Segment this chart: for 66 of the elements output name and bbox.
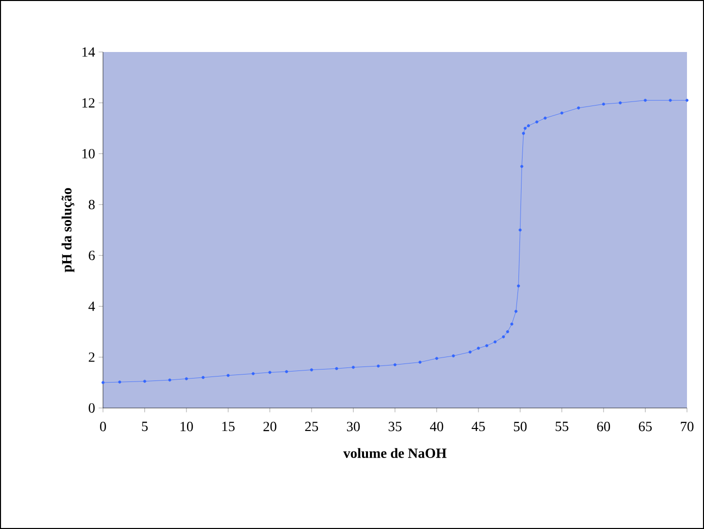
point [510,322,514,326]
x-tick-label: 10 [180,422,193,432]
x-tick-label: 65 [638,422,652,432]
x-tick-label: 55 [556,422,568,432]
point [685,98,688,102]
point [526,124,530,128]
y-tick-label: 12 [82,98,94,108]
y-tick-label: 14 [82,47,95,57]
point [618,101,622,104]
x-tick-label: 20 [263,422,276,432]
x-tick-label: 40 [430,422,444,432]
x-tick-label: 0 [100,422,106,432]
y-tick-label: 6 [88,250,95,260]
point [644,98,647,102]
y-tick-label: 0 [88,403,95,413]
point [468,350,472,354]
point [418,360,422,364]
point [352,366,355,369]
point [168,378,172,382]
point [268,370,272,374]
point [335,367,338,370]
point [310,368,314,372]
point [184,377,188,380]
point [518,228,522,232]
x-tick-label: 35 [388,422,402,432]
point [118,380,122,384]
point [376,364,380,368]
x-axis-title: volume de NaOH [343,448,446,458]
y-tick-label: 8 [88,200,95,210]
point [524,126,527,130]
x-tick-label: 30 [346,422,360,432]
point [285,370,288,374]
y-axis-title: pH da solução [62,188,74,272]
y-tick-label: 10 [82,148,95,158]
point [102,381,105,384]
point [535,120,538,124]
y-tick-label: 4 [88,302,95,311]
x-tick-label: 70 [680,422,694,432]
y-tick-label: 2 [88,352,94,362]
point [514,310,518,313]
point [506,330,510,334]
x-tick-label: 25 [305,422,318,432]
point [520,164,524,168]
point [143,380,146,383]
point [560,112,564,115]
point [435,356,438,360]
x-tick-label: 45 [472,422,485,432]
point [577,106,580,110]
x-tick-label: 5 [142,422,148,432]
point [668,98,672,102]
point [544,116,547,120]
point [202,376,205,379]
point [485,344,488,348]
x-tick-label: 50 [514,422,527,432]
point [252,372,255,376]
point [522,132,525,135]
point [502,335,505,338]
point [494,340,497,344]
point [516,284,520,288]
point [602,102,606,106]
x-tick-label: 15 [222,422,235,432]
point [226,374,230,377]
point [452,354,455,358]
x-tick-label: 60 [597,422,610,432]
point [476,346,480,350]
point [394,363,396,366]
